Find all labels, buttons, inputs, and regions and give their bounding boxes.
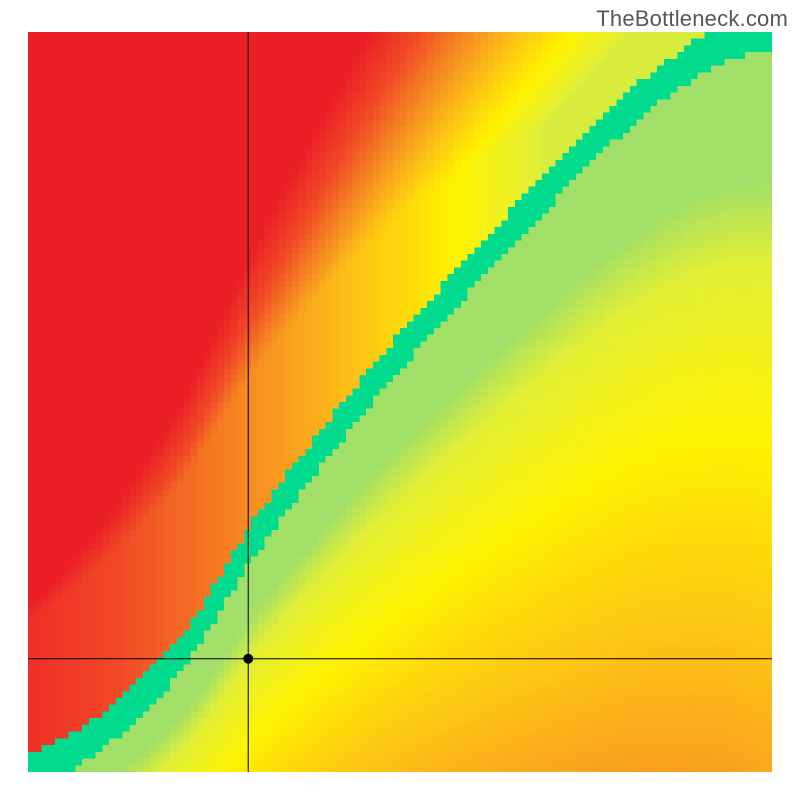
bottleneck-heatmap — [28, 32, 772, 772]
heatmap-canvas — [28, 32, 772, 772]
watermark-text: TheBottleneck.com — [596, 6, 788, 32]
